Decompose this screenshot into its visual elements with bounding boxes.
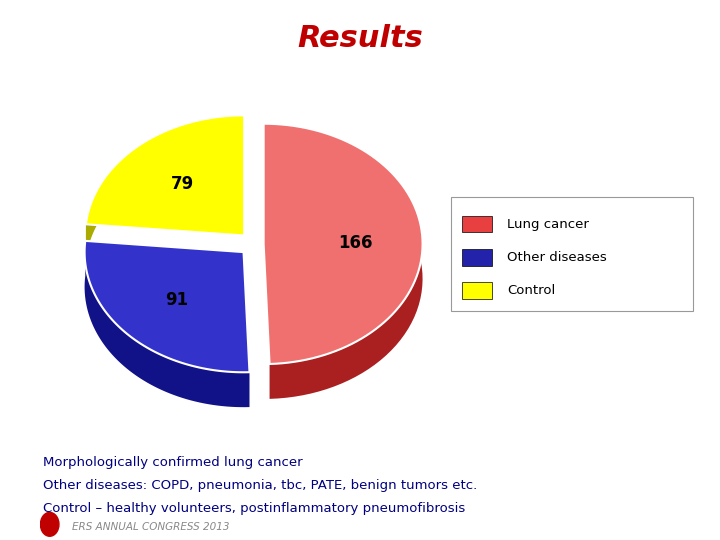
Polygon shape [84,241,250,372]
Bar [462,282,492,299]
Bar [462,249,492,266]
Circle shape [40,512,59,536]
Text: 91: 91 [165,291,188,309]
Text: 166: 166 [338,234,373,252]
Polygon shape [86,116,244,235]
Text: Lung cancer: Lung cancer [507,218,589,231]
Polygon shape [264,124,423,399]
Text: Control – healthy volunteers, postinflammatory pneumofibrosis: Control – healthy volunteers, postinflam… [43,502,465,515]
Text: Results: Results [297,24,423,53]
Text: 79: 79 [171,175,194,193]
Polygon shape [86,116,244,259]
Polygon shape [84,241,250,407]
Text: ERS ANNUAL CONGRESS 2013: ERS ANNUAL CONGRESS 2013 [72,522,230,531]
FancyBboxPatch shape [451,197,693,311]
Text: Control: Control [507,284,555,297]
Bar [462,216,492,232]
Text: Other diseases: COPD, pneumonia, tbc, PATE, benign tumors etc.: Other diseases: COPD, pneumonia, tbc, PA… [43,479,477,492]
Text: Morphologically confirmed lung cancer: Morphologically confirmed lung cancer [43,456,303,469]
Polygon shape [264,124,423,364]
Text: Other diseases: Other diseases [507,251,607,264]
